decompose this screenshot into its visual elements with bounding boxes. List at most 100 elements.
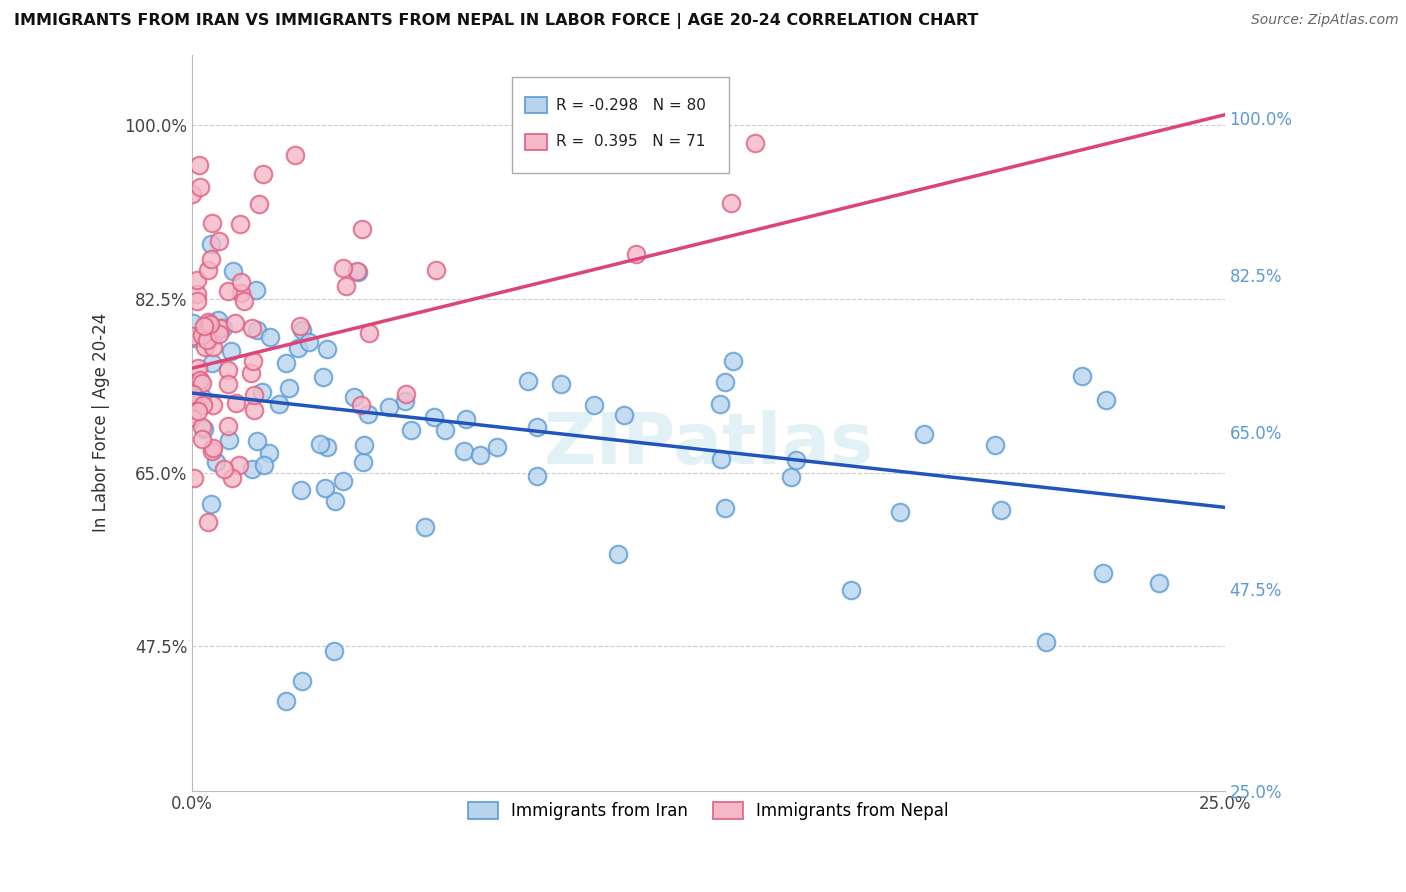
Point <box>208 320 231 334</box>
Point <box>378 400 401 414</box>
Point <box>246 434 269 449</box>
Point <box>186 286 208 301</box>
Point <box>197 315 219 329</box>
Point <box>353 455 375 469</box>
Point <box>218 376 240 391</box>
Point <box>347 265 370 279</box>
Point <box>201 356 224 370</box>
Point <box>1035 635 1057 649</box>
Point <box>187 376 209 390</box>
Point <box>208 234 231 248</box>
Point <box>353 438 375 452</box>
Legend: Immigrants from Iran, Immigrants from Nepal: Immigrants from Iran, Immigrants from Ne… <box>461 795 956 826</box>
Text: ZIPatlas: ZIPatlas <box>543 410 873 479</box>
Point <box>186 272 208 286</box>
Point <box>606 547 628 561</box>
Point <box>332 474 354 488</box>
Point <box>200 252 222 266</box>
Point <box>202 398 225 412</box>
Point <box>526 468 548 483</box>
Point <box>181 317 204 331</box>
Point <box>1091 566 1114 580</box>
Point <box>204 455 226 469</box>
Point <box>243 403 266 417</box>
Point <box>257 446 280 460</box>
Point <box>181 187 204 202</box>
Point <box>183 471 205 485</box>
Point <box>710 452 733 467</box>
Point <box>193 340 215 354</box>
Point <box>224 316 246 330</box>
Point <box>1071 368 1094 383</box>
Point <box>217 363 239 377</box>
Point <box>191 398 214 412</box>
Point <box>550 377 572 392</box>
Point <box>221 471 243 485</box>
Point <box>212 321 235 335</box>
Point <box>231 285 253 300</box>
Point <box>516 375 538 389</box>
Point <box>247 197 270 211</box>
Point <box>709 396 731 410</box>
Point <box>217 419 239 434</box>
Point <box>202 329 225 343</box>
Point <box>657 100 679 114</box>
Y-axis label: In Labor Force | Age 20-24: In Labor Force | Age 20-24 <box>93 313 110 533</box>
Point <box>468 448 491 462</box>
Point <box>413 520 436 534</box>
Bar <box>524 134 547 150</box>
Point <box>214 462 236 476</box>
Point <box>197 263 219 277</box>
Point <box>186 403 208 417</box>
Point <box>225 396 247 410</box>
Point <box>191 376 214 391</box>
Point <box>197 333 219 347</box>
Point <box>990 502 1012 516</box>
Point <box>190 180 212 194</box>
Point <box>526 420 548 434</box>
Point <box>394 393 416 408</box>
Text: R = -0.298   N = 80: R = -0.298 N = 80 <box>555 97 706 112</box>
Point <box>912 426 935 441</box>
Point <box>181 395 204 409</box>
Point <box>298 335 321 350</box>
Point <box>201 441 224 455</box>
Point <box>184 394 207 409</box>
Point <box>240 366 263 380</box>
Point <box>274 355 297 369</box>
Point <box>350 221 373 235</box>
Point <box>316 342 339 356</box>
Point <box>308 436 330 450</box>
Point <box>190 328 212 343</box>
Point <box>245 283 267 297</box>
Point <box>187 361 209 376</box>
Point <box>399 423 422 437</box>
Point <box>311 370 333 384</box>
Point <box>714 375 737 389</box>
Point <box>323 644 346 658</box>
Point <box>193 318 215 333</box>
Point <box>332 260 354 275</box>
Point <box>200 497 222 511</box>
Point <box>291 674 314 689</box>
Point <box>201 444 224 458</box>
Point <box>1147 576 1170 591</box>
Point <box>190 420 212 434</box>
Point <box>839 582 862 597</box>
Point <box>1095 393 1118 408</box>
Point <box>207 312 229 326</box>
Point <box>284 147 307 161</box>
Point <box>181 329 204 343</box>
Point <box>240 462 263 476</box>
Point <box>785 452 807 467</box>
Point <box>228 458 250 473</box>
Point <box>290 319 312 334</box>
Point <box>350 398 373 412</box>
Point <box>721 353 744 368</box>
Bar <box>524 97 547 113</box>
Point <box>253 458 276 473</box>
Point <box>183 387 205 401</box>
Point <box>242 321 264 335</box>
Point <box>193 422 215 436</box>
Point <box>434 423 457 437</box>
